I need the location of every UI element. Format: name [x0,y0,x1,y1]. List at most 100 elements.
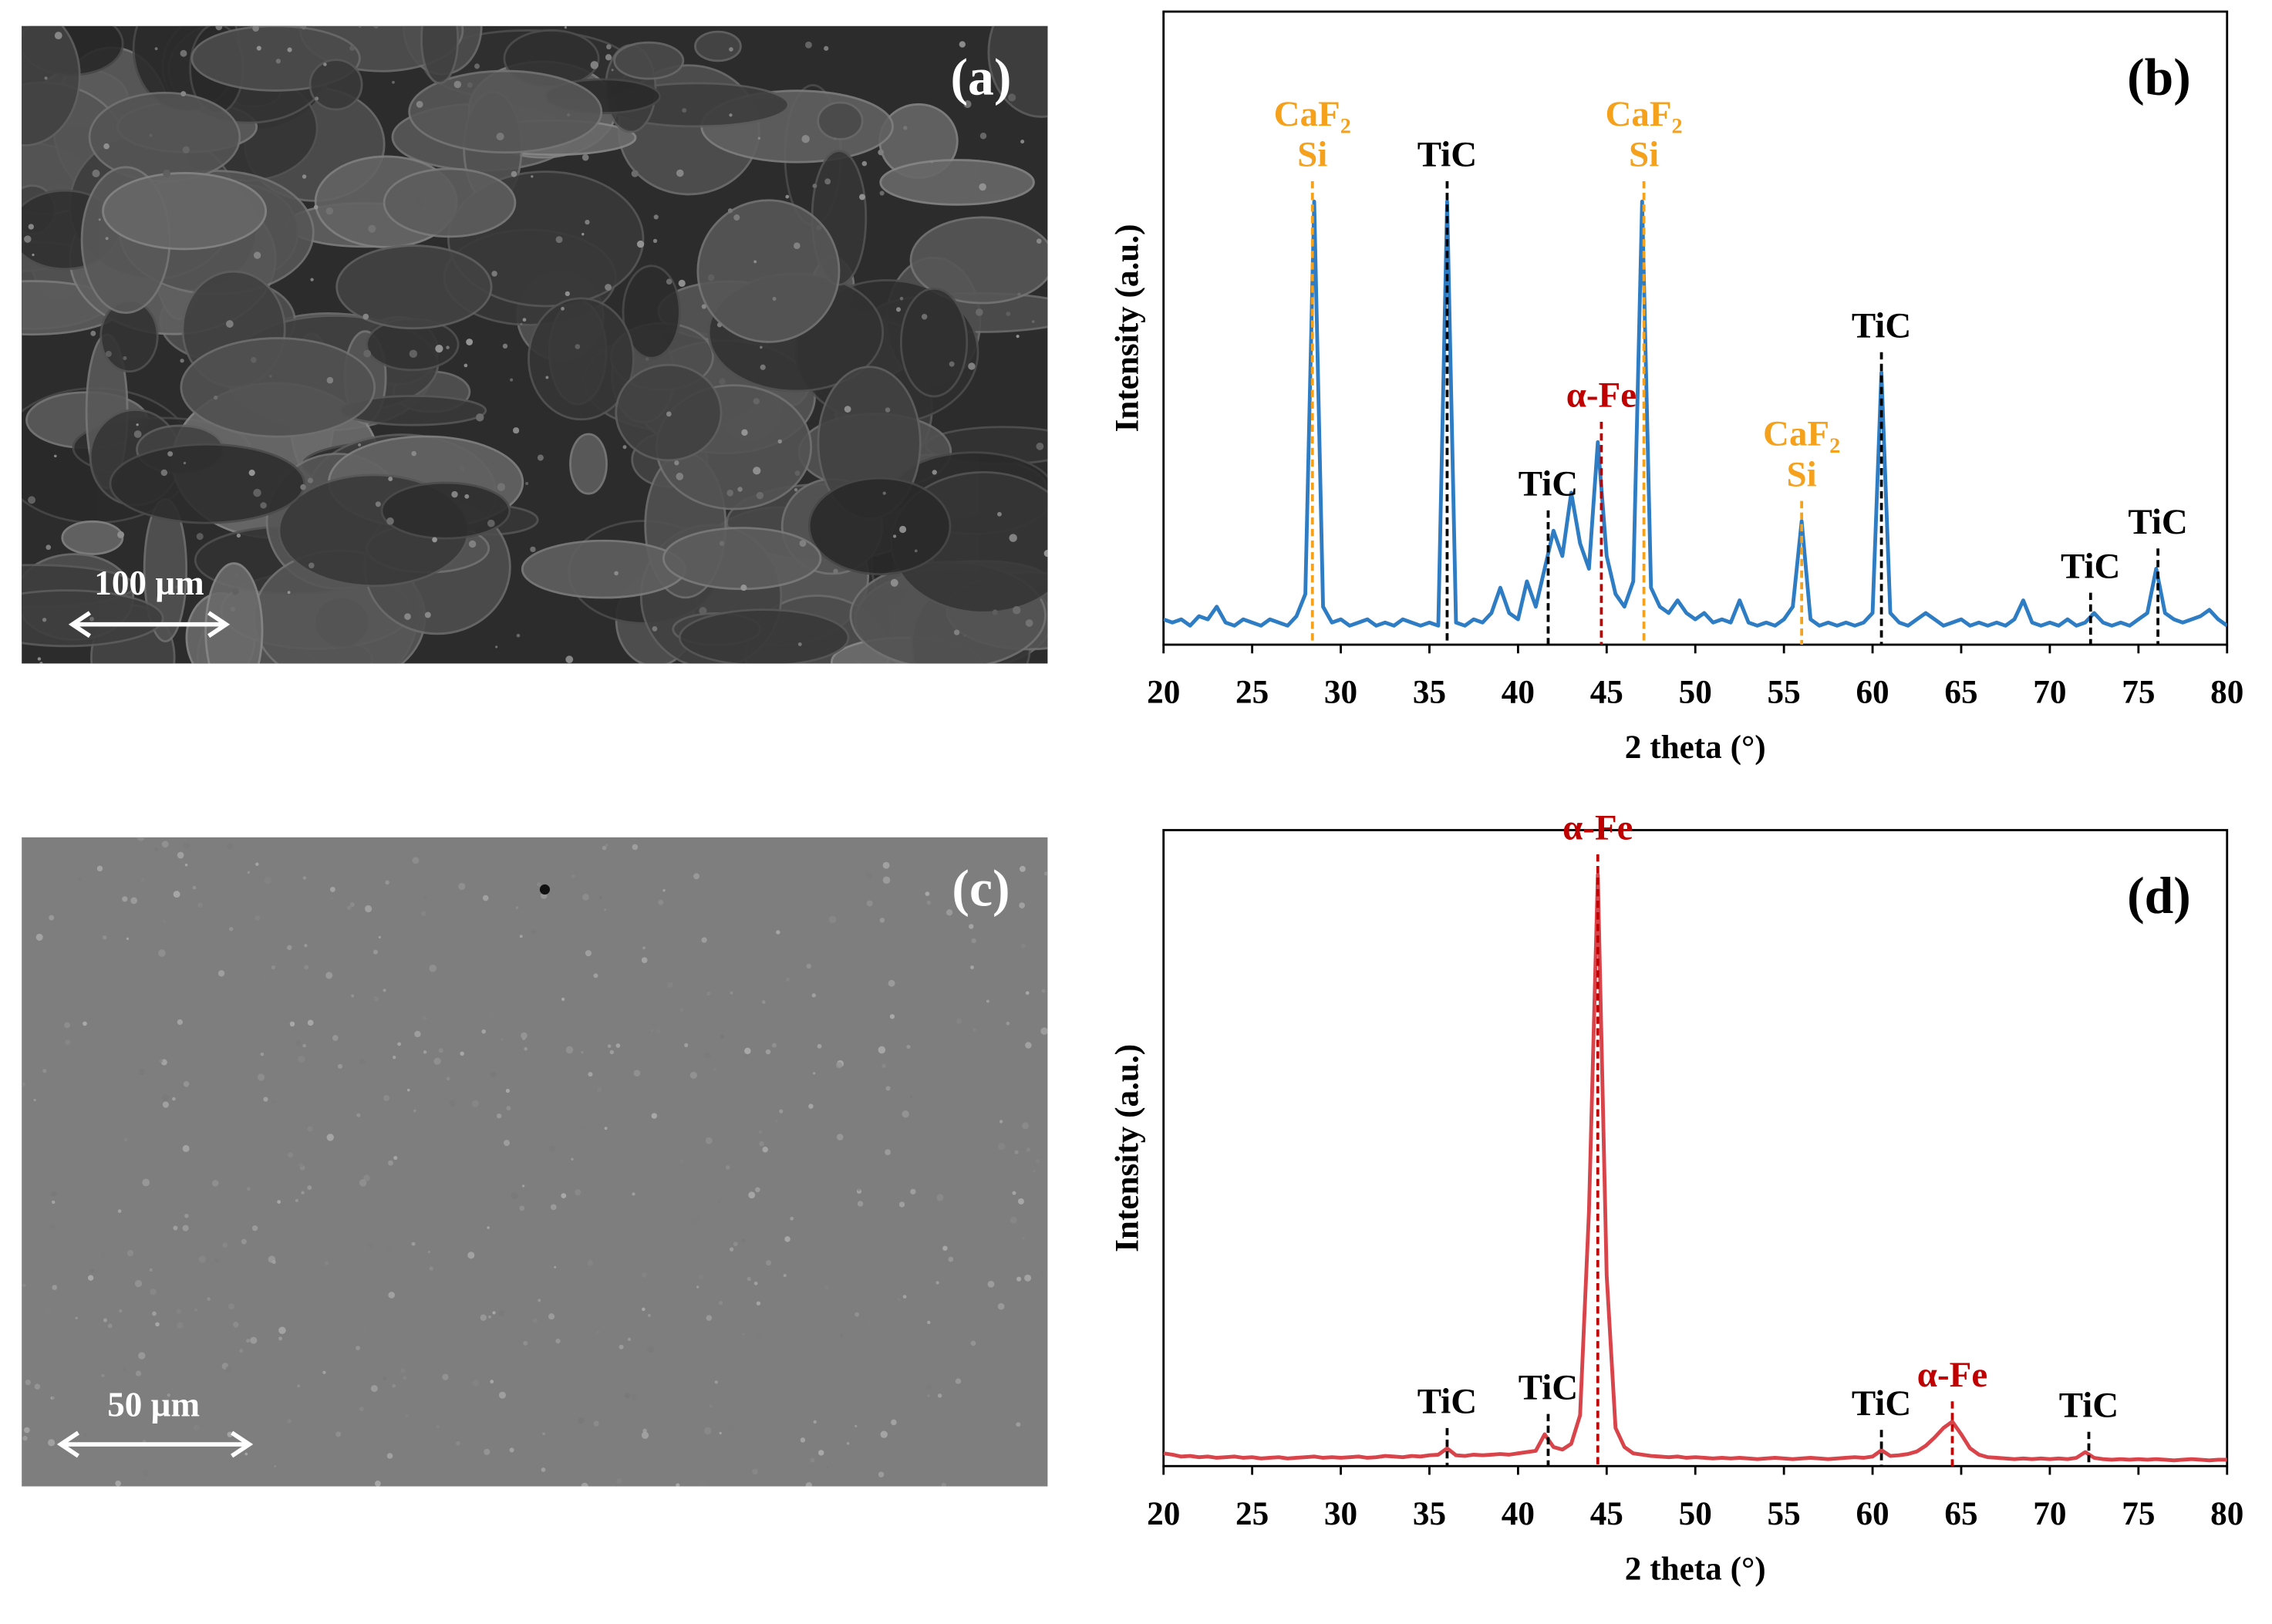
grain [405,1414,409,1418]
grain [392,1383,396,1388]
grain [753,260,757,264]
grain [730,991,733,995]
grain [605,284,612,291]
grain [251,357,257,363]
peak-label: α-Fe [1562,808,1633,848]
grain [705,1137,713,1144]
grain [729,1247,734,1252]
grain [358,443,362,447]
particle [521,539,686,599]
grain [641,1272,647,1278]
grain [75,1316,78,1319]
grain [1025,619,1033,627]
grain [176,1129,180,1133]
grain [678,279,686,287]
grain [152,1311,157,1316]
grain [1016,1422,1021,1427]
xrd-line [1163,199,2227,628]
grain [783,1273,787,1278]
grain [555,236,563,244]
grain [363,349,372,358]
grain [105,350,112,357]
grain [253,488,261,497]
grain [1032,320,1035,323]
particle [308,59,363,111]
grain [578,1417,585,1424]
grain [488,1012,495,1019]
grain [474,63,480,69]
grain [269,375,272,378]
grain [902,1110,909,1118]
grain [1016,335,1020,339]
grain [554,1265,557,1269]
grain [684,1043,689,1047]
grain [467,1252,475,1259]
grain [459,465,465,471]
peak-label: TiC [1852,305,1911,345]
grain [925,891,930,896]
grain [565,655,574,664]
x-tick-label: 30 [1324,1495,1357,1532]
grain [386,517,394,525]
grain [1024,1274,1032,1282]
grain [490,1071,497,1078]
grain [175,585,179,589]
grain [533,1318,538,1323]
grain [833,137,837,140]
grain [897,1298,901,1302]
grain [375,1481,381,1487]
particle [987,25,1048,118]
grain [785,977,790,982]
grain [261,975,268,982]
grain [790,1053,794,1057]
grain [794,470,801,477]
particle [569,433,608,495]
grain [776,930,780,935]
grain [180,91,187,97]
grain [217,970,225,977]
grain [997,1302,1005,1310]
grain [230,606,236,612]
grain [416,100,423,108]
grain [699,607,707,615]
peak-label: Si [1297,135,1327,175]
grain [581,153,589,161]
grain [729,113,733,117]
grain [475,413,484,422]
grain [679,1008,684,1012]
grain [997,511,1002,517]
grain [498,1310,505,1316]
grain [581,1482,588,1487]
peak-label: TiC [1519,464,1578,504]
grain [844,1369,848,1373]
grain [762,1146,768,1153]
grain [52,1285,58,1290]
grain [194,1308,197,1312]
grain [248,470,255,477]
grain [271,1260,276,1265]
grain [816,224,822,231]
grain [119,1309,123,1313]
grain [855,1312,860,1317]
grain [535,1337,538,1340]
x-axis-title: 2 theta (°) [1625,1550,1766,1587]
grain [817,1450,824,1456]
grain [926,900,932,905]
grain [278,1336,283,1341]
grain [24,235,32,243]
grain [587,1259,594,1266]
grain [701,937,707,943]
grain [386,1453,393,1459]
grain [225,320,234,328]
grain [510,378,514,382]
particle [678,608,850,664]
grain [177,1322,184,1329]
particle [88,91,241,183]
grain [619,1344,624,1349]
grain [28,496,36,504]
grain [222,1242,228,1248]
grain [414,1030,421,1038]
grain [403,1376,407,1380]
